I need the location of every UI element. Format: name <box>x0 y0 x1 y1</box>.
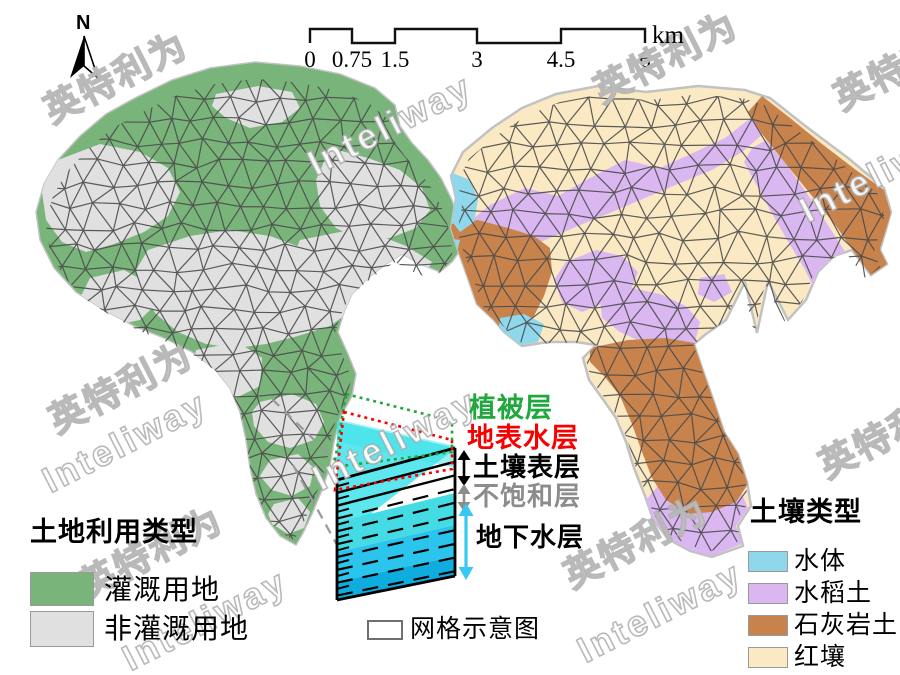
paddy-soil-swatch <box>748 583 788 604</box>
vegetation-layer-outline <box>332 392 454 469</box>
grid-schematic-label: 网格示意图 <box>410 615 541 643</box>
paddy-soil-label: 水稻土 <box>794 579 873 607</box>
north-label: N <box>76 12 91 34</box>
zoom-connector-lines <box>271 398 338 546</box>
scalebar-unit-label: km <box>652 22 684 49</box>
scalebar-tick-label: 3 <box>471 47 483 72</box>
irrigated-land-swatch <box>30 572 94 606</box>
layer-schematic <box>332 392 474 602</box>
scalebar-tick-label: 0.75 <box>331 47 373 72</box>
north-arrow <box>70 35 100 81</box>
limestone-soil-swatch <box>748 615 788 636</box>
soil-column-box <box>335 446 457 602</box>
water-body-label: 水体 <box>794 547 847 575</box>
scalebar-tick-label: 0 <box>304 47 316 72</box>
scalebar-tick-label: 6 <box>639 47 651 72</box>
water-body-swatch <box>748 551 788 572</box>
surface-water-layer-outline <box>333 410 454 492</box>
soil-legend-title: 土壤类型 <box>750 497 862 527</box>
vegetation-layer-label: 植被层 <box>469 393 553 423</box>
groundwater-layer-label: 地下水层 <box>476 522 585 552</box>
red-soil-swatch <box>748 647 788 668</box>
land-use-legend-title: 土地利用类型 <box>30 517 198 547</box>
non-irrigated-land-label: 非灌溉用地 <box>104 613 250 644</box>
non-irrigated-land-swatch <box>30 611 94 647</box>
groundwater-band-deep <box>337 525 455 582</box>
soil-type-map <box>449 84 893 559</box>
scale-bar <box>308 27 647 45</box>
unsaturated-layer-label: 不饱和层 <box>473 481 582 511</box>
surface-water-layer-label: 地表水层 <box>467 423 579 453</box>
red-soil-label: 红壤 <box>794 643 847 671</box>
scalebar-tick-label: 4.5 <box>546 47 576 72</box>
limestone-soil-label: 石灰岩土 <box>794 611 899 639</box>
irrigated-land-label: 灌溉用地 <box>104 574 221 605</box>
land-use-map <box>35 61 463 547</box>
topsoil-layer-label: 土壤表层 <box>473 452 582 482</box>
scalebar-tick-label: 1.5 <box>380 47 410 72</box>
grid-schematic-swatch <box>367 620 403 640</box>
